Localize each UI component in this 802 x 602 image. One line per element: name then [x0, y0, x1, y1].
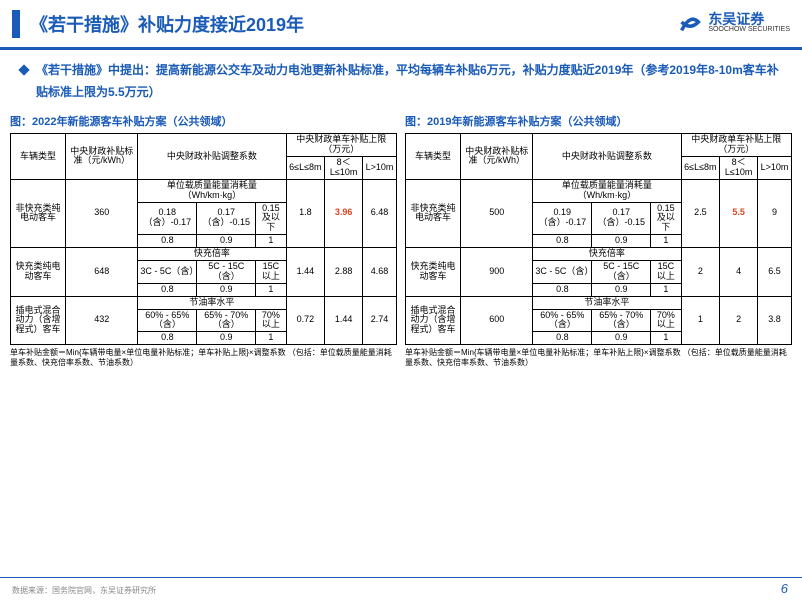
header: 《若干措施》补贴力度接近2019年 东吴证券 SOOCHOW SECURITIE…: [0, 0, 802, 50]
intro-text: 《若干措施》中提出：提高新能源公交车及动力电池更新补贴标准，平均每辆车补贴6万元…: [36, 60, 782, 103]
table-2019-title: 图：2019年新能源客车补贴方案（公共领域）: [405, 113, 792, 129]
table-2022: 图：2022年新能源客车补贴方案（公共领域） 车辆类型中央财政补贴标准（元/kW…: [10, 113, 397, 367]
intro: 《若干措施》中提出：提高新能源公交车及动力电池更新补贴标准，平均每辆车补贴6万元…: [0, 50, 802, 113]
logo-sub: SOOCHOW SECURITIES: [708, 26, 790, 33]
tables-container: 图：2022年新能源客车补贴方案（公共领域） 车辆类型中央财政补贴标准（元/kW…: [0, 113, 802, 367]
page-title: 《若干措施》补贴力度接近2019年: [30, 11, 304, 37]
table-2019: 图：2019年新能源客车补贴方案（公共领域） 车辆类型中央财政补贴标准（元/kW…: [405, 113, 792, 367]
footer-source: 数据来源：国务院官网，东吴证券研究所: [12, 585, 156, 596]
table-2019-note: 单车补贴金额＝Min{车辆带电量×单位电量补贴标准；单车补贴上限}×调整系数 （…: [405, 348, 792, 367]
table-2022-title: 图：2022年新能源客车补贴方案（公共领域）: [10, 113, 397, 129]
bullet-icon: [18, 64, 29, 75]
page-number: 6: [781, 581, 788, 596]
table-2022-note: 单车补贴金额＝Min{车辆带电量×单位电量补贴标准；单车补贴上限}×调整系数 （…: [10, 348, 397, 367]
table-2019-grid: 车辆类型中央财政补贴标准（元/kWh）中央财政补贴调整系数中央财政单车补贴上限（…: [405, 133, 792, 345]
table-2022-grid: 车辆类型中央财政补贴标准（元/kWh）中央财政补贴调整系数中央财政单车补贴上限（…: [10, 133, 397, 345]
footer-line: [0, 577, 802, 578]
logo: 东吴证券 SOOCHOW SECURITIES: [676, 8, 790, 36]
title-bar: [12, 10, 20, 38]
logo-icon: [676, 8, 704, 36]
logo-name: 东吴证券: [708, 12, 790, 26]
